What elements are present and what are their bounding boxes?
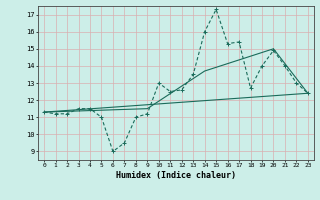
- X-axis label: Humidex (Indice chaleur): Humidex (Indice chaleur): [116, 171, 236, 180]
